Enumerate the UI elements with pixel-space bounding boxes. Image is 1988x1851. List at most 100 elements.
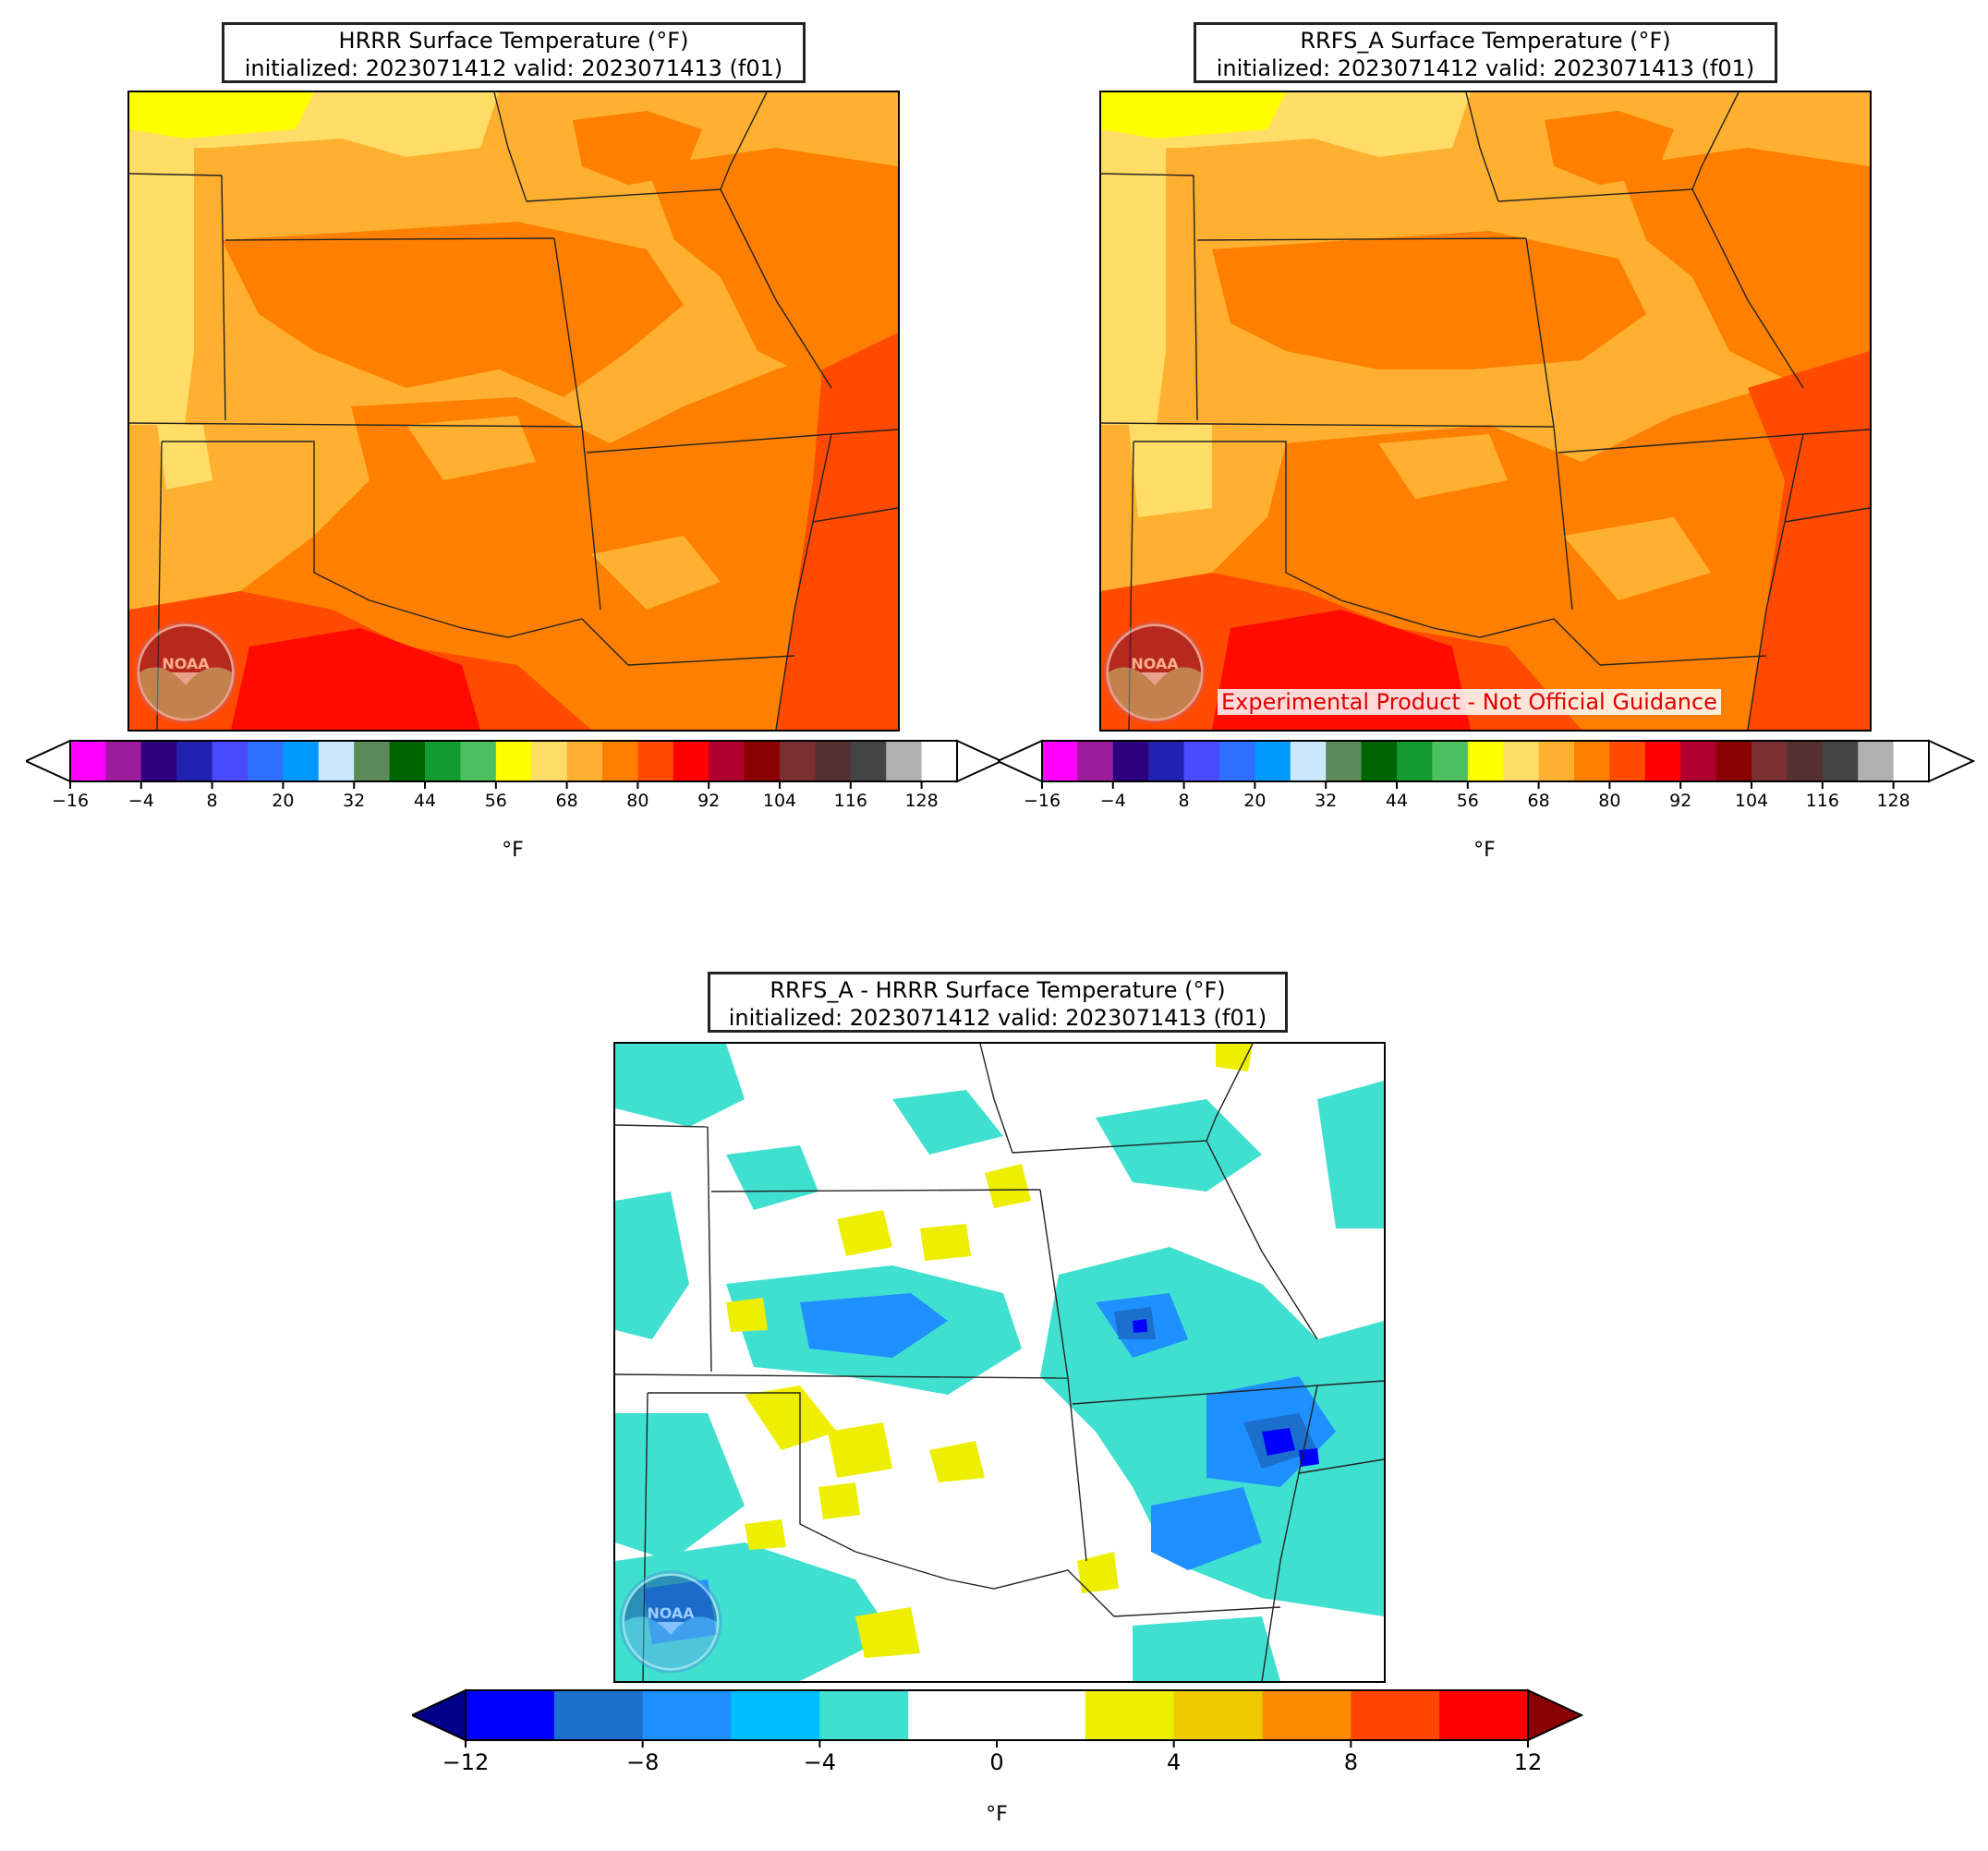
hrrr-cbar-swatch [673, 741, 709, 781]
rrfs-cbar-tick-label: 44 [1386, 791, 1408, 811]
hrrr-colorbar-graphic: −16 −4 8 20 32 44 56 68 80 92 104 116 128 [23, 739, 1004, 811]
rrfs-cbar-extend-high [1928, 739, 1976, 783]
rrfs-cbar-tick-label: 80 [1598, 791, 1620, 811]
diff-map [613, 1042, 1386, 1683]
hrrr-temperature-field [129, 92, 898, 730]
rrfs-cbar-frame [1041, 740, 1930, 782]
rrfs-cbar-swatch [1219, 741, 1255, 781]
diff-cbar-tick-label: 0 [989, 1749, 1003, 1775]
diff-cbar-swatch [466, 1690, 555, 1740]
diff-cbar-swatch [642, 1690, 732, 1740]
hrrr-cbar-swatch [389, 741, 426, 781]
rrfs-cbar-swatch [1858, 741, 1895, 781]
rrfs-cbar-swatch [1042, 741, 1078, 781]
rrfs-cbar-tick-label: 8 [1179, 791, 1190, 811]
rrfs-cbar-swatch [1574, 741, 1610, 781]
hrrr-colorbar-unit: °F [502, 839, 524, 862]
rrfs-cbar-swatch [1822, 741, 1859, 781]
hrrr-cbar-tick-label: 68 [556, 791, 578, 811]
svg-text:NOAA: NOAA [647, 1604, 695, 1622]
rrfs-cbar-tick-label: −16 [1024, 791, 1061, 811]
hrrr-title: HRRR Surface Temperature (°F) initialize… [222, 22, 806, 83]
hrrr-cbar-extend-high [956, 739, 1004, 783]
diff-temperature-field [615, 1044, 1384, 1681]
hrrr-cbar-tick-label: −4 [128, 791, 154, 811]
hrrr-cbar-extend-low [23, 739, 71, 783]
rrfs-cbar-tick-label: 128 [1876, 791, 1909, 811]
diff-cbar-tick-label: 12 [1514, 1749, 1543, 1775]
noaa-logo-hrrr: NOAA [134, 621, 237, 728]
diff-colorbar-graphic: −12 −8 −4 0 4 8 12 [409, 1688, 1584, 1775]
diff-title-line2: initialized: 2023071412 valid: 202307141… [728, 1005, 1267, 1031]
diff-cbar-swatch [1439, 1690, 1529, 1740]
diff-cbar-tick-label: −4 [804, 1749, 836, 1775]
rrfs-cbar-swatch [1609, 741, 1646, 781]
diff-cbar-swatch [997, 1690, 1086, 1740]
diff-cbar-swatch [1262, 1690, 1352, 1740]
rrfs-cbar-tick-label: 104 [1735, 791, 1768, 811]
diff-cbar-swatch [553, 1690, 644, 1740]
rrfs-cbar-tick-label: 20 [1243, 791, 1266, 811]
rrfs-map [1099, 91, 1872, 732]
hrrr-cbar-tick-label: 116 [834, 791, 867, 811]
rrfs-cbar-swatch [1290, 741, 1327, 781]
rrfs-temperature-field [1101, 92, 1870, 730]
experimental-disclaimer: Experimental Product - Not Official Guid… [1218, 689, 1721, 715]
svg-text:NOAA: NOAA [162, 655, 210, 672]
hrrr-cbar-tick-label: 104 [763, 791, 796, 811]
rrfs-cbar-swatch [1077, 741, 1114, 781]
hrrr-cbar-swatch [886, 741, 923, 781]
rrfs-cbar-swatch [1148, 741, 1185, 781]
rrfs-cbar-swatch [1503, 741, 1540, 781]
diff-title-line1: RRFS_A - HRRR Surface Temperature (°F) [770, 977, 1226, 1003]
hrrr-cbar-swatch [354, 741, 391, 781]
diff-cbar-swatch [908, 1690, 998, 1740]
diff-cbar-swatch [731, 1690, 820, 1740]
hrrr-cbar-tick-label: 8 [207, 791, 218, 811]
rrfs-cbar-swatch [1893, 741, 1930, 781]
rrfs-cbar-swatch [1680, 741, 1717, 781]
svg-text:NOAA: NOAA [1131, 655, 1179, 672]
hrrr-cbar-swatch [105, 741, 142, 781]
rrfs-colorbar-unit: °F [1473, 839, 1496, 862]
rrfs-cbar-swatch [1361, 741, 1398, 781]
hrrr-cbar-swatch [425, 741, 461, 781]
diff-colorbar: −12 −8 −4 0 4 8 12 [409, 1687, 1585, 1792]
diff-cbar-tick-label: −12 [442, 1749, 490, 1775]
diff-cbar-tick-label: −8 [626, 1749, 659, 1775]
hrrr-cbar-swatch [850, 741, 887, 781]
rrfs-cbar-swatch [1255, 741, 1291, 781]
hrrr-cbar-tick-label: −16 [52, 791, 89, 811]
rrfs-title-line2: initialized: 2023071412 valid: 202307141… [1216, 55, 1755, 81]
hrrr-cbar-swatch [780, 741, 816, 781]
hrrr-cbar-swatch [637, 741, 674, 781]
rrfs-cbar-swatch [1787, 741, 1824, 781]
rrfs-cbar-swatch [1538, 741, 1575, 781]
rrfs-cbar-extend-low [995, 739, 1043, 783]
hrrr-cbar-swatch [176, 741, 213, 781]
noaa-logo-rrfs: NOAA [1103, 621, 1206, 728]
rrfs-cbar-tick-label: 56 [1457, 791, 1479, 811]
diff-cbar-tick-label: 4 [1167, 1749, 1181, 1775]
rrfs-cbar-tick-label: 32 [1315, 791, 1337, 811]
hrrr-cbar-swatch [531, 741, 568, 781]
diff-title: RRFS_A - HRRR Surface Temperature (°F) i… [708, 972, 1288, 1033]
hrrr-cbar-swatch [495, 741, 532, 781]
diff-cbar-extend-high [1527, 1688, 1584, 1742]
rrfs-cbar-swatch [1715, 741, 1752, 781]
rrfs-cbar-tick-label: 68 [1528, 791, 1550, 811]
diff-cbar-extend-low [409, 1688, 467, 1742]
diff-cbar-swatch [1085, 1690, 1175, 1740]
hrrr-title-line1: HRRR Surface Temperature (°F) [338, 28, 689, 54]
hrrr-cbar-swatch [921, 741, 958, 781]
hrrr-cbar-frame [69, 740, 958, 782]
rrfs-colorbar: −16 −4 8 20 32 44 56 68 80 92 104 116 128 [995, 737, 1977, 833]
rrfs-cbar-swatch [1183, 741, 1220, 781]
rrfs-cbar-swatch [1752, 741, 1788, 781]
hrrr-colorbar: −16 −4 8 20 32 44 56 68 80 92 104 116 128 [23, 737, 1005, 833]
hrrr-cbar-swatch [744, 741, 781, 781]
rrfs-cbar-swatch [1432, 741, 1469, 781]
hrrr-cbar-swatch [602, 741, 638, 781]
hrrr-cbar-tick-label: 44 [414, 791, 436, 811]
hrrr-cbar-swatch [283, 741, 320, 781]
